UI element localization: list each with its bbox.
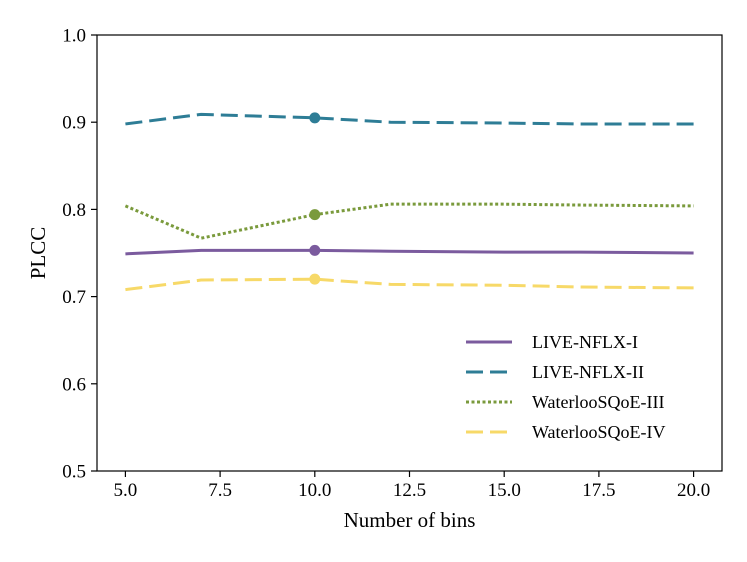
series-line-waterloosqoe-iv [125, 277, 694, 292]
x-axis-label: Number of bins [344, 508, 476, 532]
x-tick-label: 7.5 [208, 480, 232, 501]
y-tick-label: 0.6 [62, 374, 86, 395]
y-axis-label: PLCC [26, 227, 50, 280]
x-tick-label: 15.0 [488, 480, 521, 501]
series-marker-waterloosqoe-iii [309, 209, 321, 221]
series-marker-waterloosqoe-iv [309, 273, 321, 285]
x-tick-label: 17.5 [582, 480, 615, 501]
y-tick-label: 0.8 [62, 200, 86, 221]
series-marker-live-nflx-ii [309, 112, 321, 124]
x-tick-label: 20.0 [677, 480, 710, 501]
x-axis-ticks: 5.0 7.5 10.0 12.5 15.0 17.5 20.0 [114, 471, 710, 501]
y-tick-label: 1.0 [62, 26, 86, 47]
x-tick-label: 10.0 [298, 480, 331, 501]
y-tick-label: 0.5 [62, 462, 86, 483]
legend-label-waterloosqoe-iii: WaterlooSQoE-III [532, 392, 665, 412]
legend-label-waterloosqoe-iv: WaterlooSQoE-IV [532, 422, 666, 442]
y-tick-label: 0.9 [62, 113, 86, 134]
legend-label-live-nflx-ii: LIVE-NFLX-II [532, 362, 644, 382]
series-marker-live-nflx-i [309, 244, 321, 256]
series-line-waterloosqoe-iii [124, 202, 694, 240]
x-tick-label: 5.0 [114, 480, 138, 501]
series-line-live-nflx-ii [125, 112, 694, 126]
y-axis-ticks: 0.5 0.6 0.7 0.8 0.9 1.0 [62, 26, 97, 483]
y-tick-label: 0.7 [62, 287, 86, 308]
legend: LIVE-NFLX-I LIVE-NFLX-II WaterlooSQoE-III W… [466, 332, 666, 442]
plot-lines [124, 112, 694, 292]
x-tick-label: 12.5 [393, 480, 426, 501]
series-line-live-nflx-i [125, 248, 694, 256]
legend-label-live-nflx-i: LIVE-NFLX-I [532, 332, 638, 352]
